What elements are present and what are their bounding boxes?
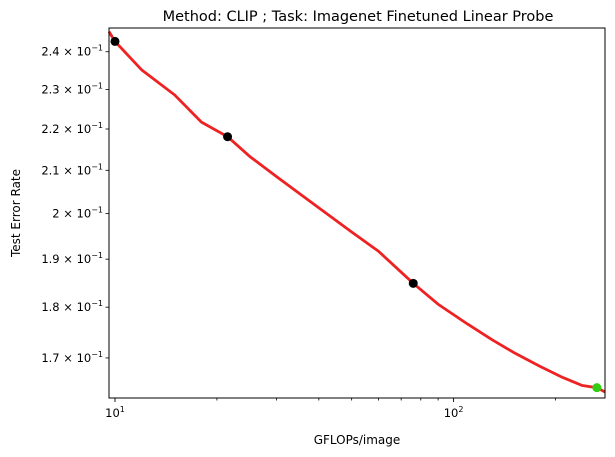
chart-title: Method: CLIP ; Task: Imagenet Finetuned … <box>163 9 554 25</box>
plot-frame <box>108 27 606 399</box>
x-tick-label: 102 <box>444 405 464 420</box>
data-point <box>110 36 120 46</box>
y-tick-label: 2.4 × 10−1 <box>41 44 103 59</box>
y-axis: 2.4 × 10−1 2.3 × 10−1 2.2 × 10−1 2.1 × 10−1… <box>41 44 109 365</box>
fit-curve-line <box>107 30 606 394</box>
y-tick-label: 2.2 × 10−1 <box>41 121 103 136</box>
x-axis: 101 102 <box>105 398 556 420</box>
y-axis-label: Test Error Rate <box>9 169 23 258</box>
data-point <box>408 278 418 288</box>
y-tick-label: 1.9 × 10−1 <box>41 251 103 266</box>
plot-area <box>107 30 606 394</box>
data-point <box>592 383 602 393</box>
y-tick-label: 2 × 10−1 <box>52 206 103 221</box>
x-tick-label: 101 <box>105 405 125 420</box>
y-tick-label: 1.7 × 10−1 <box>41 350 103 365</box>
data-point <box>223 132 233 142</box>
y-tick-label: 2.1 × 10−1 <box>41 162 103 177</box>
x-axis-label: GFLOPs/image <box>314 433 401 447</box>
y-tick-label: 2.3 × 10−1 <box>41 82 103 97</box>
y-tick-label: 1.8 × 10−1 <box>41 299 103 314</box>
